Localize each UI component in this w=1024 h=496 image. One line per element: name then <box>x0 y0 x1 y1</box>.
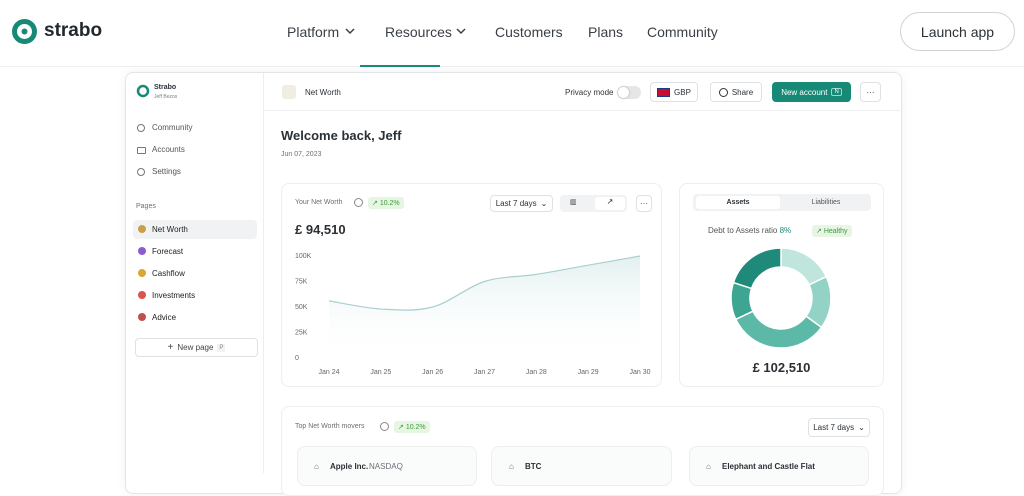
nav-link[interactable]: Customers <box>495 24 563 40</box>
ratio-value: 8% <box>779 226 792 235</box>
page-icon <box>138 247 146 255</box>
item-icon: ⌂ <box>509 462 514 471</box>
nav-link[interactable]: Resources <box>385 24 452 40</box>
page-link[interactable]: Net Worth <box>152 225 188 234</box>
plus: + <box>167 342 174 353</box>
card-label: Top Net Worth movers <box>295 423 365 430</box>
toggle-line[interactable]: ↗ <box>595 197 625 210</box>
sidebar-divider <box>263 73 264 473</box>
item-icon: ⌂ <box>706 462 711 471</box>
logo-text[interactable]: strabo <box>44 20 103 41</box>
launch-app-button[interactable]: Launch app <box>900 12 1015 51</box>
change-badge: ↗ 10.2% <box>394 421 430 433</box>
currency-button[interactable]: GBP <box>650 82 698 102</box>
page-icon <box>282 85 296 99</box>
page-link[interactable]: Investments <box>152 291 196 300</box>
page-icon <box>138 291 146 299</box>
shortcut: P <box>217 343 226 352</box>
icon <box>137 147 146 154</box>
nav-active-indicator <box>360 65 440 67</box>
dropdown-label: Last 7 days <box>813 423 855 432</box>
nav-link[interactable]: Platform <box>287 24 340 40</box>
icon <box>137 124 145 132</box>
card-label: Your Net Worth <box>295 199 343 206</box>
item-name: BTC <box>525 462 542 471</box>
flag <box>657 87 671 97</box>
menu-item[interactable]: Accounts <box>152 145 185 154</box>
info-icon <box>380 422 389 431</box>
assets-amount: £ 102,510 <box>752 360 811 375</box>
tab[interactable]: Liabilities <box>811 199 841 206</box>
item-exchange: NASDAQ <box>369 462 403 471</box>
icon <box>137 168 145 176</box>
privacy-toggle[interactable] <box>617 86 641 99</box>
menu-item[interactable]: Community <box>152 123 193 132</box>
brand-icon <box>136 84 150 98</box>
chevron <box>456 28 466 35</box>
status-label: Healthy <box>823 228 848 235</box>
net-worth-card <box>281 183 662 387</box>
button-label: New page <box>177 343 214 352</box>
change-badge: ↗ 10.2% <box>368 197 404 209</box>
more-button[interactable]: ··· <box>636 195 652 212</box>
privacy-label: Privacy mode <box>565 88 614 97</box>
topbar-divider <box>264 110 900 111</box>
button-label: Launch app <box>920 23 995 40</box>
menu-item[interactable]: Settings <box>152 167 181 176</box>
change-value: 10.2% <box>405 424 426 431</box>
assets-card <box>679 183 884 387</box>
shortcut: N <box>831 88 842 96</box>
toggle-knob <box>618 87 629 98</box>
page-icon <box>138 313 146 321</box>
user-name: Jeff Bezos <box>154 94 178 100</box>
logo-icon <box>12 19 37 44</box>
nav-link[interactable]: Plans <box>588 24 624 40</box>
page-title: Net Worth <box>305 88 341 97</box>
welcome-title: Welcome back, Jeff <box>281 128 402 143</box>
chevron: ⌄ <box>540 199 548 208</box>
period-dropdown[interactable]: Last 7 days ⌄ <box>490 195 553 212</box>
nav-link[interactable]: Community <box>647 24 718 40</box>
button-label: Share <box>731 87 754 97</box>
toggle-bar[interactable]: ▥ <box>570 199 577 206</box>
period-dropdown[interactable]: Last 7 days ⌄ <box>808 418 870 437</box>
new-account-button[interactable]: New account N <box>772 82 851 102</box>
dropdown-label: Last 7 days <box>495 199 537 208</box>
navbar <box>0 0 1024 67</box>
button-label: GBP <box>674 87 691 97</box>
button-label: New account <box>781 87 828 97</box>
section-label: Pages <box>136 203 156 210</box>
more-button[interactable]: ··· <box>860 82 881 102</box>
page-link[interactable]: Forecast <box>152 247 184 256</box>
chart-toggle[interactable]: ↗ ▥ <box>560 195 627 212</box>
page-link[interactable]: Advice <box>152 313 177 322</box>
status-badge: ↗ Healthy <box>812 225 852 237</box>
date: Jun 07, 2023 <box>281 151 322 158</box>
brand-name: Strabo <box>154 84 177 91</box>
change-value: 10.2% <box>379 200 400 207</box>
new-page-button[interactable]: + New page P <box>135 338 258 357</box>
mover-item[interactable] <box>491 446 672 486</box>
share-button[interactable]: Share <box>710 82 762 102</box>
net-worth-amount: £ 94,510 <box>295 222 346 237</box>
ratio-text: Debt to Assets ratio 8% <box>708 226 791 235</box>
info-icon <box>354 198 363 207</box>
page-icon <box>138 225 146 233</box>
item-name: Elephant and Castle Flat <box>722 462 815 471</box>
item-icon: ⌂ <box>314 462 319 471</box>
item-name: Apple Inc. <box>330 462 369 471</box>
tab-active[interactable]: Assets <box>696 196 780 209</box>
page-link[interactable]: Cashflow <box>152 269 185 278</box>
ratio-label: Debt to Assets ratio <box>708 226 778 235</box>
page-icon <box>138 269 146 277</box>
globe-icon <box>718 87 728 97</box>
active-page-bg <box>133 220 257 239</box>
chevron: ⌄ <box>858 423 865 432</box>
chevron <box>345 28 355 35</box>
